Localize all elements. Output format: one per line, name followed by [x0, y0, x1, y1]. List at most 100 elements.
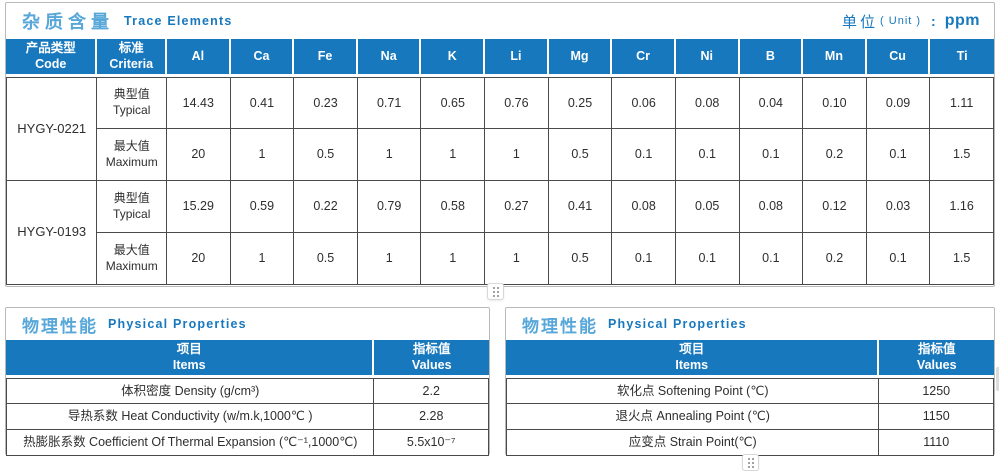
trace-value-cell: 0.10 — [803, 77, 867, 129]
col-header-code-en: Code — [35, 56, 67, 71]
property-value-cell: 1250 — [879, 378, 994, 404]
trace-value-cell: 0.41 — [230, 77, 295, 129]
drag-dots-icon — [491, 285, 500, 298]
trace-value-cell: 0.76 — [485, 77, 549, 129]
col-header-element: Mg — [548, 39, 613, 74]
property-value-cell: 1110 — [879, 430, 994, 456]
col-header-values: 指标值 Values — [879, 340, 994, 375]
criteria-zh: 典型值 — [113, 190, 150, 205]
criteria-en: Maximum — [105, 258, 158, 273]
trace-value-cell: 0.22 — [294, 181, 358, 233]
trace-value-cell: 1 — [357, 129, 422, 181]
unit-colon: : — [931, 13, 936, 29]
trace-value-cell: 1 — [230, 129, 295, 181]
physical-left-header-row: 项目 Items 指标值 Values — [6, 340, 489, 375]
trace-value-cell: 0.1 — [612, 233, 676, 285]
property-value-cell: 1150 — [879, 404, 994, 430]
trace-value-cell: 0.5 — [548, 233, 613, 285]
property-item-cell: 导热系数 Heat Conductivity (w/m.k,1000℃ ) — [6, 404, 375, 430]
trace-value-cell: 1 — [421, 129, 486, 181]
col-header-element: Na — [357, 39, 422, 74]
right-edge-handle[interactable] — [996, 367, 999, 391]
physical-left-header: 物理性能 Physical Properties — [6, 308, 489, 340]
trace-value-cell: 1.11 — [930, 77, 994, 129]
trace-elements-header: 杂质含量 Trace Elements 单位 ( Unit ) : ppm — [6, 3, 994, 39]
property-item-cell: 应变点 Strain Point(℃) — [506, 430, 880, 456]
section-title-zh: 物理性能 — [522, 316, 598, 336]
trace-elements-section: 杂质含量 Trace Elements 单位 ( Unit ) : ppm 产品… — [5, 2, 995, 287]
trace-value-cell: 0.1 — [739, 233, 804, 285]
col-header-code-zh: 产品类型 — [25, 40, 76, 55]
product-code-cell: HYGY-0193 — [6, 181, 98, 285]
criteria-cell-maximum: 最大值 Maximum — [97, 129, 168, 181]
criteria-zh: 最大值 — [113, 138, 150, 153]
col-header-element: Li — [485, 39, 549, 74]
section-drag-handle-bottom[interactable] — [742, 454, 759, 471]
col-header-items-en: Items — [675, 357, 709, 372]
trace-value-cell: 0.12 — [803, 181, 867, 233]
property-value-cell: 5.5x10⁻⁷ — [374, 430, 489, 456]
criteria-cell-maximum: 最大值 Maximum — [97, 233, 168, 285]
trace-table-body: HYGY-0221 典型值 Typical 14.43 0.41 0.23 0.… — [6, 77, 994, 285]
trace-value-cell: 0.5 — [294, 129, 358, 181]
section-title-zh: 物理性能 — [22, 316, 98, 336]
trace-value-cell: 0.05 — [675, 181, 740, 233]
trace-value-cell: 0.08 — [612, 181, 676, 233]
col-header-element: Ni — [675, 39, 740, 74]
trace-value-cell: 0.1 — [866, 129, 931, 181]
trace-value-cell: 0.1 — [675, 233, 740, 285]
col-header-element: Fe — [294, 39, 358, 74]
col-header-items: 项目 Items — [506, 340, 880, 375]
col-header-criteria-zh: 标准 — [118, 40, 144, 55]
col-header-values-zh: 指标值 — [412, 341, 451, 356]
trace-value-cell: 0.65 — [421, 77, 486, 129]
drag-dots-icon — [746, 456, 755, 469]
trace-value-cell: 1.5 — [930, 233, 994, 285]
trace-value-cell: 0.27 — [485, 181, 549, 233]
criteria-en: Typical — [113, 103, 151, 117]
trace-value-cell: 1 — [485, 233, 549, 285]
col-header-values-en: Values — [411, 357, 452, 372]
section-title-en: Trace Elements — [124, 14, 233, 28]
section-drag-handle[interactable] — [487, 283, 504, 300]
section-title-en: Physical Properties — [108, 317, 247, 331]
property-value-cell: 2.2 — [374, 378, 489, 404]
col-header-element: Cr — [612, 39, 676, 74]
trace-value-cell: 20 — [167, 233, 231, 285]
trace-value-cell: 0.06 — [612, 77, 676, 129]
unit-label: 单位 ( Unit ) : ppm — [842, 11, 980, 32]
physical-properties-right-section: 物理性能 Physical Properties 项目 Items 指标值 Va… — [505, 307, 995, 456]
trace-value-cell: 0.09 — [866, 77, 931, 129]
col-header-element: Al — [167, 39, 231, 74]
trace-value-cell: 0.79 — [357, 181, 422, 233]
trace-value-cell: 0.5 — [548, 129, 613, 181]
col-header-element: B — [739, 39, 804, 74]
criteria-zh: 典型值 — [113, 87, 150, 102]
trace-value-cell: 0.59 — [230, 181, 295, 233]
trace-value-cell: 0.41 — [548, 181, 613, 233]
col-header-items: 项目 Items — [6, 340, 375, 375]
trace-value-cell: 0.1 — [675, 129, 740, 181]
trace-value-cell: 0.25 — [548, 77, 613, 129]
physical-properties-left-section: 物理性能 Physical Properties 项目 Items 指标值 Va… — [5, 307, 490, 456]
trace-value-cell: 0.58 — [421, 181, 486, 233]
col-header-code: 产品类型 Code — [6, 39, 98, 74]
unit-paren: ( Unit ) — [880, 15, 922, 27]
trace-value-cell: 1.5 — [930, 129, 994, 181]
criteria-cell-typical: 典型值 Typical — [97, 181, 168, 233]
trace-value-cell: 0.03 — [866, 181, 931, 233]
col-header-element: Mn — [803, 39, 867, 74]
col-header-element: K — [421, 39, 486, 74]
unit-value: ppm — [944, 12, 980, 29]
property-value-cell: 2.28 — [374, 404, 489, 430]
trace-value-cell: 1 — [230, 233, 295, 285]
col-header-items-en: Items — [172, 357, 206, 372]
trace-value-cell: 1.16 — [930, 181, 994, 233]
trace-value-cell: 0.08 — [675, 77, 740, 129]
trace-value-cell: 20 — [167, 129, 231, 181]
trace-value-cell: 1 — [421, 233, 486, 285]
trace-value-cell: 0.1 — [866, 233, 931, 285]
criteria-cell-typical: 典型值 Typical — [97, 77, 168, 129]
trace-table-header-row: 产品类型 Code 标准 Criteria Al Ca Fe Na K Li M… — [6, 39, 994, 74]
trace-value-cell: 0.2 — [803, 233, 867, 285]
